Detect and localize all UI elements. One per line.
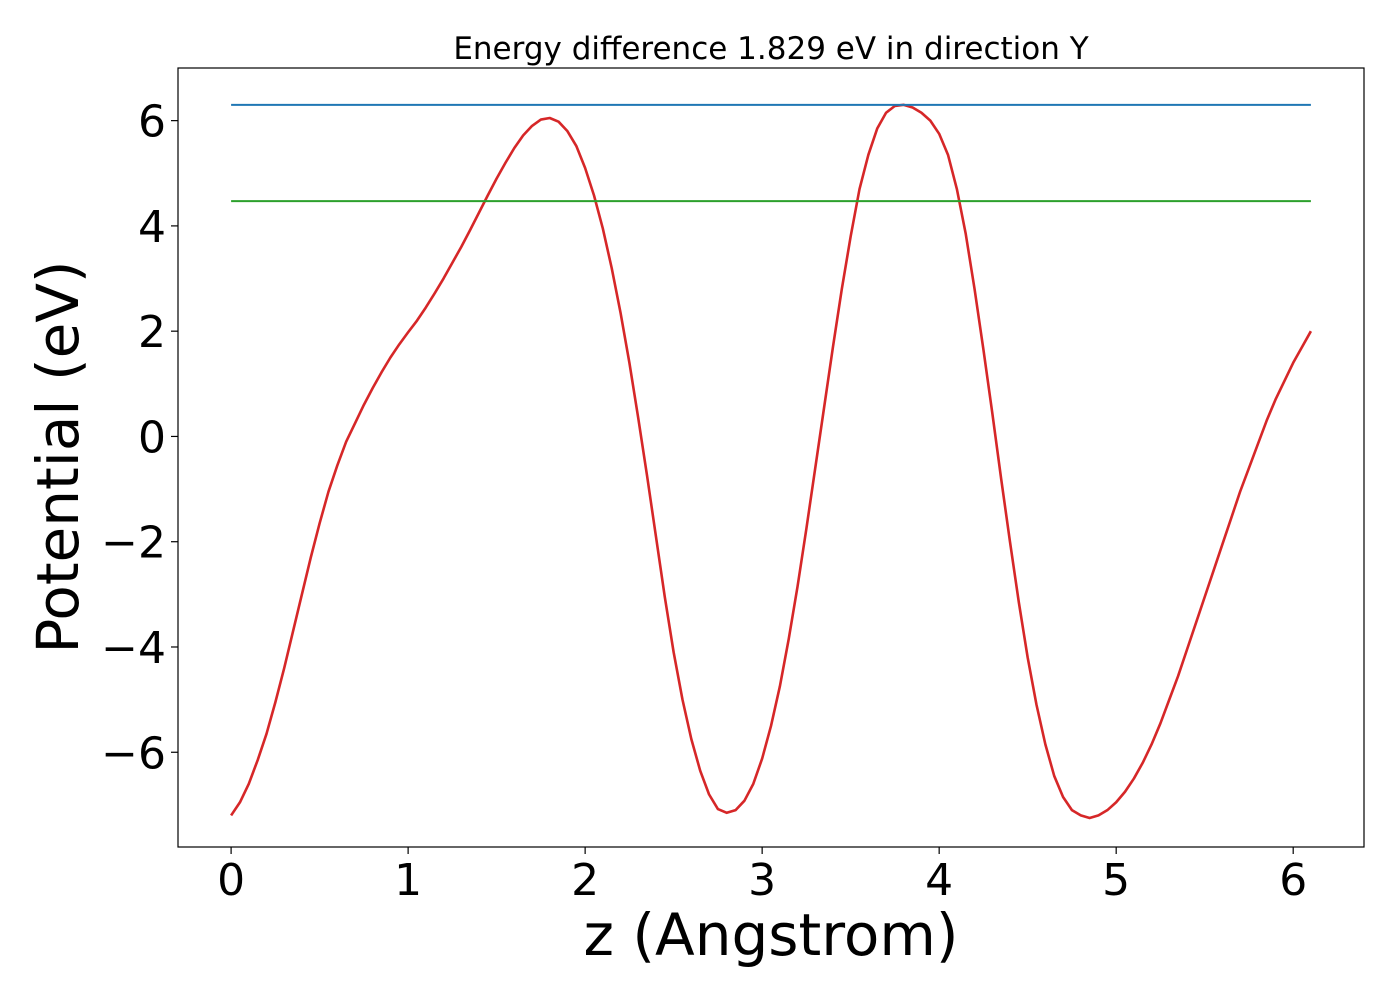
y-tick-label: −6 bbox=[101, 728, 166, 779]
y-tick-label: 6 bbox=[138, 97, 166, 148]
potential-curve bbox=[230, 103, 1313, 820]
x-axis-label: z (Angstrom) bbox=[584, 901, 959, 969]
y-tick-label: −4 bbox=[101, 623, 166, 674]
y-axis-label: Potential (eV) bbox=[24, 260, 92, 653]
x-tick-label: 0 bbox=[217, 855, 245, 906]
x-tick-label: 1 bbox=[394, 855, 422, 906]
y-tick-label: 0 bbox=[138, 412, 166, 463]
x-tick-label: 4 bbox=[925, 855, 953, 906]
y-tick-label: 4 bbox=[138, 202, 166, 253]
lines-layer bbox=[230, 103, 1313, 820]
y-tick-label: 2 bbox=[138, 307, 166, 358]
ticks-layer: 0 1 2 3 4 5 6 −6 −4 −2 0 2 4 6 bbox=[101, 97, 1307, 906]
y-tick-label: −2 bbox=[101, 518, 166, 569]
x-tick-label: 5 bbox=[1102, 855, 1130, 906]
chart-title: Energy difference 1.829 eV in direction … bbox=[453, 31, 1088, 67]
x-tick-label: 3 bbox=[748, 855, 776, 906]
plot-frame bbox=[177, 67, 1365, 848]
x-tick-label: 6 bbox=[1279, 855, 1307, 906]
x-tick-label: 2 bbox=[571, 855, 599, 906]
